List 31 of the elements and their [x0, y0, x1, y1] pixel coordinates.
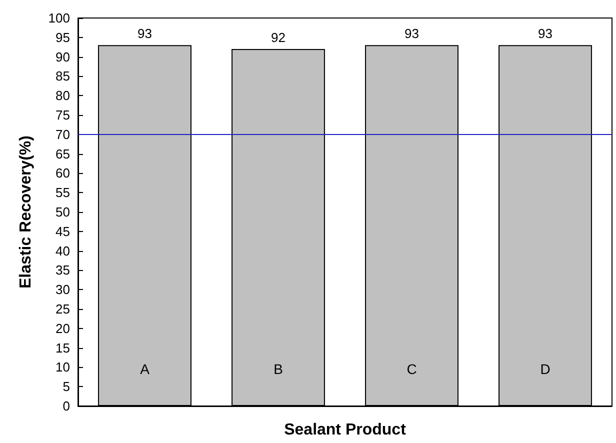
y-tick-label: 75: [56, 108, 70, 122]
x-tick-label: C: [406, 361, 417, 377]
data-label: 92: [271, 30, 286, 46]
y-tick-label: 5: [62, 379, 70, 394]
data-label: 93: [138, 26, 152, 42]
y-tick-label: 30: [56, 282, 70, 298]
x-tick-label: A: [140, 361, 150, 377]
y-tick-label: 50: [56, 204, 70, 220]
y-tick-label: 10: [56, 360, 70, 375]
y-tick-label: 70: [56, 126, 70, 142]
x-tick-label: B: [274, 361, 283, 377]
data-label: 93: [538, 26, 552, 42]
y-tick-label: 65: [56, 146, 70, 162]
y-tick-label: 60: [56, 166, 70, 181]
y-tick-label: 100: [48, 10, 70, 26]
y-tick-label: 95: [56, 30, 70, 45]
y-tick-label: 45: [56, 224, 70, 239]
y-tick-label: 35: [56, 262, 70, 278]
y-axis-title: Elastic Recovery(%): [18, 136, 34, 288]
y-tick-label: 15: [56, 340, 70, 356]
y-tick-label: 55: [56, 185, 70, 200]
x-axis-title: Sealant Product: [284, 422, 407, 438]
y-tick-label: 25: [56, 302, 70, 316]
x-tick-label: D: [540, 361, 550, 377]
y-tick-label: 85: [56, 68, 70, 84]
y-tick-label: 40: [56, 243, 70, 258]
y-tick-label: 20: [56, 320, 70, 336]
y-tick-label: 80: [56, 88, 70, 104]
y-tick-label: 90: [56, 49, 70, 64]
data-label: 93: [404, 26, 419, 42]
y-tick-label: 0: [62, 398, 70, 414]
